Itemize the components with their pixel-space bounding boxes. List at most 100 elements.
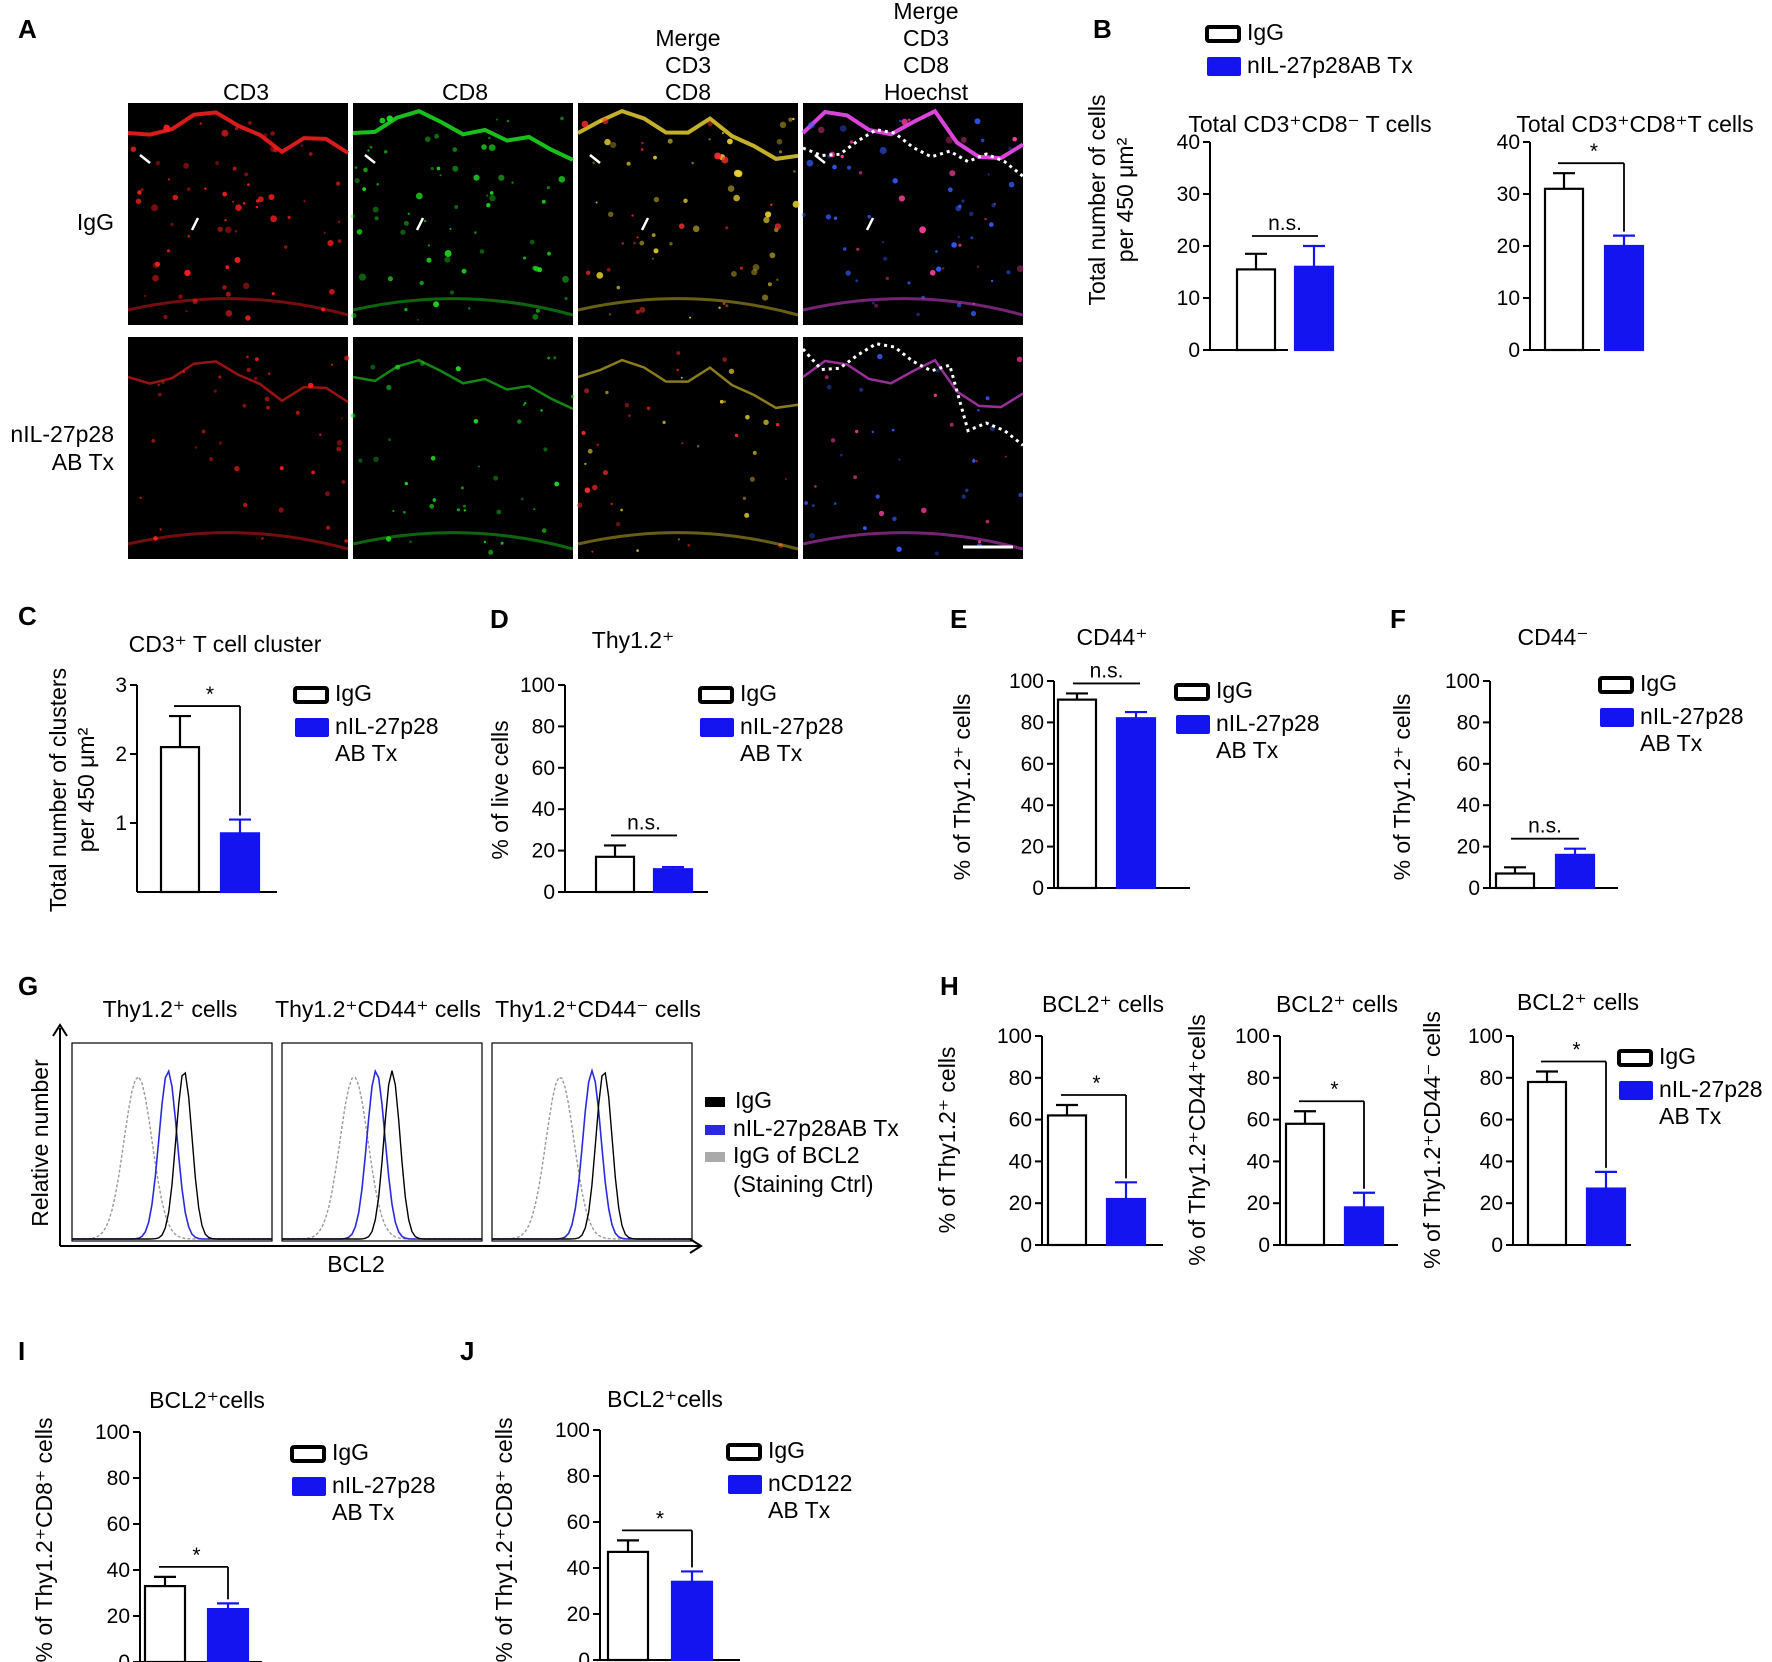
bar-igg bbox=[143, 1584, 187, 1662]
micro-signal-dot bbox=[961, 199, 965, 203]
micro-signal-dot bbox=[1004, 455, 1007, 458]
micro-signal-dot bbox=[678, 223, 685, 229]
micro-signal-dot bbox=[839, 453, 843, 457]
micro-signal-dot bbox=[192, 298, 198, 304]
y-axis-label: % of Thy1.2⁺CD44⁻ cells bbox=[1419, 1011, 1445, 1269]
micro-signal-dot bbox=[1018, 492, 1023, 498]
y-axis-label: % of Thy1.2⁺ cells bbox=[949, 694, 975, 881]
bar-treated bbox=[1603, 244, 1645, 352]
histogram-panel: Thy1.2⁺ cells Thy1.2⁺CD44⁺ cells Thy1.2⁺… bbox=[27, 996, 899, 1277]
micro-signal-dot bbox=[945, 136, 953, 144]
micro-signal-dot bbox=[807, 121, 815, 129]
y-tick-label: 30 bbox=[1177, 183, 1200, 206]
micro-signal-dot bbox=[603, 470, 608, 476]
micro-signal-dot bbox=[809, 532, 815, 539]
micro-signal-dot bbox=[885, 276, 889, 281]
histogram-curve-igg bbox=[72, 1071, 272, 1240]
micro-signal-dot bbox=[279, 466, 284, 471]
micro-signal-dot bbox=[779, 121, 787, 128]
histogram-frame bbox=[491, 1042, 693, 1242]
micro-signal-dot bbox=[596, 272, 604, 279]
micro-signal-dot bbox=[351, 313, 357, 319]
micro-signal-dot bbox=[769, 252, 776, 259]
y-tick-label: 40 bbox=[1457, 794, 1480, 817]
micro-signal-dot bbox=[989, 222, 994, 227]
panel-letter-j: J bbox=[460, 1336, 474, 1366]
micro-signal-dot bbox=[602, 118, 609, 125]
micro-epidermis-boundary bbox=[801, 342, 1024, 447]
micro-arrow bbox=[589, 154, 601, 164]
micro-signal-dot bbox=[194, 446, 198, 449]
micro-signal-dot bbox=[921, 295, 925, 299]
micro-signal-dot bbox=[225, 226, 232, 234]
micro-signal-dot bbox=[742, 496, 747, 500]
micro-signal-dot bbox=[473, 174, 480, 181]
y-axis-label-line: % of Thy1.2⁺CD8⁺ cells bbox=[31, 1417, 57, 1662]
row-label-igg: IgG bbox=[77, 209, 114, 235]
micro-tissue-edge bbox=[127, 110, 350, 155]
micro-signal-dot bbox=[387, 276, 393, 282]
micro-signal-dot bbox=[534, 266, 540, 272]
micro-bottom-structure bbox=[802, 531, 1024, 551]
micro-signal-dot bbox=[372, 206, 379, 213]
micro-signal-dot bbox=[204, 187, 207, 190]
y-tick-label: 60 bbox=[567, 1511, 590, 1534]
micro-tile-r2-c2 bbox=[350, 337, 575, 559]
micro-signal-dot bbox=[826, 384, 832, 390]
micro-signal-dot bbox=[500, 541, 504, 545]
micro-signal-dot bbox=[546, 186, 551, 190]
micro-signal-dot bbox=[892, 516, 897, 522]
micro-signal-dot bbox=[832, 164, 837, 170]
micro-signal-dot bbox=[271, 292, 275, 296]
legend-label-treated: AB Tx bbox=[1659, 1103, 1722, 1129]
micro-signal-dot bbox=[599, 119, 603, 123]
micro-signal-dot bbox=[621, 242, 625, 245]
micro-signal-dot bbox=[319, 433, 322, 436]
chart-h2: 0 20 40 60 80 100 BCL2⁺ cells % of Thy1.2⁺CD44⁺… bbox=[1184, 991, 1398, 1266]
y-tick-label: 20 bbox=[1021, 836, 1044, 859]
micro-signal-dot bbox=[767, 282, 772, 287]
micro-signal-dot bbox=[439, 174, 442, 177]
micro-signal-dot bbox=[825, 214, 832, 220]
micro-signal-dot bbox=[1016, 356, 1023, 362]
micro-signal-dot bbox=[166, 249, 171, 253]
micro-signal-dot bbox=[337, 239, 342, 244]
micro-tissue-edge bbox=[801, 108, 1025, 161]
y-tick-label: 60 bbox=[532, 757, 555, 780]
micro-signal-dot bbox=[326, 525, 331, 530]
micro-signal-dot bbox=[323, 231, 326, 234]
y-tick-label: 0 bbox=[118, 1651, 130, 1662]
micro-signal-dot bbox=[481, 144, 487, 150]
micro-signal-dot bbox=[970, 310, 977, 317]
micro-signal-dot bbox=[667, 138, 673, 144]
micro-signal-dot bbox=[295, 410, 300, 415]
micro-signal-dot bbox=[247, 183, 250, 187]
micro-signal-dot bbox=[714, 152, 722, 160]
micro-signal-dot bbox=[639, 240, 645, 246]
histogram-curve-igg bbox=[492, 1071, 692, 1240]
legend-swatch-treated bbox=[295, 718, 329, 737]
micro-signal-dot bbox=[363, 167, 368, 173]
legend-label-treated: nIL-27p28 bbox=[1640, 703, 1744, 729]
chart-title: CD44⁺ bbox=[1077, 624, 1148, 650]
micro-signal-dot bbox=[321, 307, 326, 312]
micro-signal-dot bbox=[284, 245, 288, 249]
micro-signal-dot bbox=[745, 414, 750, 420]
panel-letter-e: E bbox=[950, 604, 967, 634]
bar-treated bbox=[1105, 1197, 1147, 1247]
chart-title: Thy1.2⁺ bbox=[592, 627, 674, 653]
chart-d: 0 20 40 60 80 100 Thy1.2⁺ % of live cells n.s. Ig… bbox=[487, 627, 844, 904]
micro-signal-dot bbox=[170, 222, 174, 227]
micro-tissue-edge bbox=[802, 358, 1024, 409]
chart-e: 0 20 40 60 80 100 CD44⁺ % of Thy1.2⁺ cells n.s. I… bbox=[949, 624, 1320, 900]
micro-signal-dot bbox=[987, 173, 990, 176]
micro-signal-dot bbox=[155, 261, 160, 267]
hist-legend-igg: IgG bbox=[735, 1087, 772, 1113]
micro-signal-dot bbox=[311, 470, 315, 475]
micro-signal-dot bbox=[151, 204, 159, 212]
micro-signal-dot bbox=[788, 117, 793, 122]
micro-signal-dot bbox=[344, 539, 349, 543]
micro-signal-dot bbox=[776, 423, 780, 427]
